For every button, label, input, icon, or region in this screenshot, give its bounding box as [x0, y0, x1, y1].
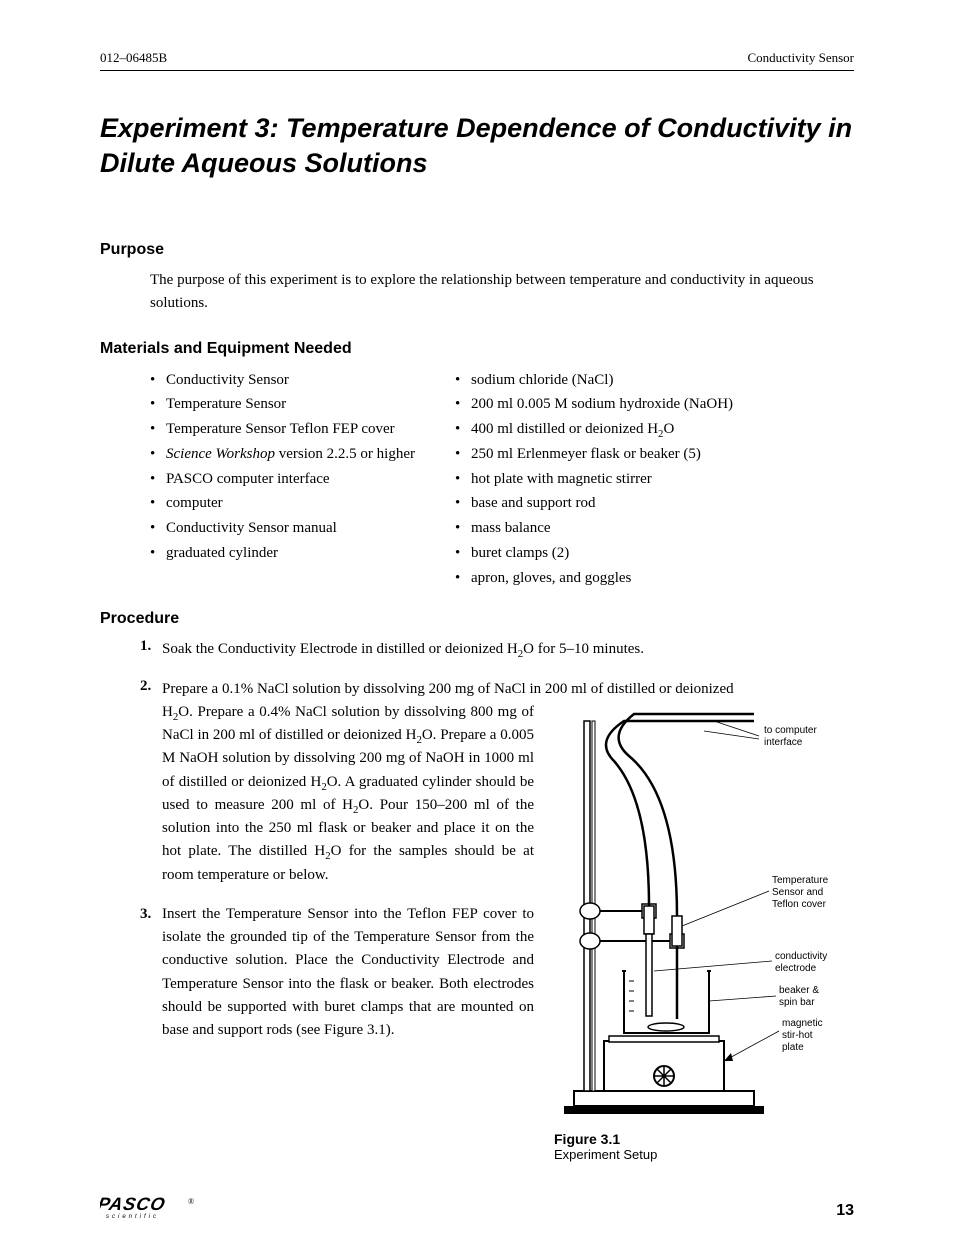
step-number: 1. — [140, 638, 162, 655]
list-item: sodium chloride (NaCl) — [455, 368, 733, 393]
diagram-label-electrode: conductivityelectrode — [775, 951, 827, 974]
purpose-heading: Purpose — [100, 241, 854, 259]
figure-caption-bold: Figure 3.1 — [554, 1131, 854, 1147]
procedure-list: 1. Soak the Conductivity Electrode in di… — [140, 638, 854, 1164]
list-item: 250 ml Erlenmeyer flask or beaker (5) — [455, 442, 733, 467]
step-number: 2. — [140, 678, 162, 695]
figure-caption: Figure 3.1 Experiment Setup — [554, 1131, 854, 1164]
page-footer: PASCO ® scientific 13 — [100, 1194, 854, 1220]
materials-heading: Materials and Equipment Needed — [100, 340, 854, 358]
step-number: 3. — [140, 903, 162, 926]
list-item: buret clamps (2) — [455, 541, 733, 566]
page-header: 012–06485B Conductivity Sensor — [100, 50, 854, 71]
list-item: Conductivity Sensor manual — [150, 516, 415, 541]
purpose-body: The purpose of this experiment is to exp… — [150, 269, 854, 316]
step-text: H2O. Prepare a 0.4% NaCl solution by dis… — [162, 701, 534, 887]
list-item: Conductivity Sensor — [150, 368, 415, 393]
list-item: apron, gloves, and goggles — [455, 566, 733, 591]
list-item: Science Workshop version 2.2.5 or higher — [150, 442, 415, 467]
experiment-title: Experiment 3: Temperature Dependence of … — [100, 111, 854, 181]
diagram-label-temp: TemperatureSensor andTeflon cover — [772, 875, 829, 910]
list-item: graduated cylinder — [150, 541, 415, 566]
svg-text:scientific: scientific — [106, 1214, 159, 1220]
svg-text:PASCO: PASCO — [100, 1194, 168, 1214]
list-item: Temperature Sensor Teflon FEP cover — [150, 417, 415, 442]
procedure-step-3: 3. Insert the Temperature Sensor into th… — [140, 903, 534, 1043]
step-text: Insert the Temperature Sensor into the T… — [162, 903, 534, 1043]
list-item: computer — [150, 491, 415, 516]
list-item: hot plate with magnetic stirrer — [455, 467, 733, 492]
procedure-step-2: 2. Prepare a 0.1% NaCl solution by disso… — [140, 678, 854, 1164]
diagram-label-beaker: beaker &spin bar — [779, 985, 819, 1008]
figure-caption-plain: Experiment Setup — [554, 1147, 657, 1162]
list-item: base and support rod — [455, 491, 733, 516]
step-text: Soak the Conductivity Electrode in disti… — [162, 638, 644, 661]
svg-text:®: ® — [188, 1197, 194, 1206]
materials-left-list: Conductivity Sensor Temperature Sensor T… — [150, 368, 415, 591]
header-doc-id: 012–06485B — [100, 50, 167, 66]
procedure-step-1: 1. Soak the Conductivity Electrode in di… — [140, 638, 854, 661]
figure-3-1: to computerinterface TemperatureSensor a… — [554, 701, 854, 1164]
list-item: 200 ml 0.005 M sodium hydroxide (NaOH) — [455, 392, 733, 417]
procedure-heading: Procedure — [100, 610, 854, 628]
list-item: Temperature Sensor — [150, 392, 415, 417]
list-item: PASCO computer interface — [150, 467, 415, 492]
materials-columns: Conductivity Sensor Temperature Sensor T… — [150, 368, 854, 591]
step-text: Prepare a 0.1% NaCl solution by dissolvi… — [162, 678, 854, 701]
diagram-label-plate: magneticstir-hotplate — [782, 1018, 823, 1053]
materials-right-list: sodium chloride (NaCl) 200 ml 0.005 M so… — [455, 368, 733, 591]
diagram-label-computer: to computerinterface — [764, 725, 817, 748]
apparatus-diagram-svg: to computerinterface TemperatureSensor a… — [554, 701, 854, 1121]
list-item: 400 ml distilled or deionized H2O — [455, 417, 733, 442]
header-doc-title: Conductivity Sensor — [747, 50, 854, 66]
page-number: 13 — [836, 1202, 854, 1220]
pasco-logo: PASCO ® scientific — [100, 1194, 200, 1220]
list-item: mass balance — [455, 516, 733, 541]
